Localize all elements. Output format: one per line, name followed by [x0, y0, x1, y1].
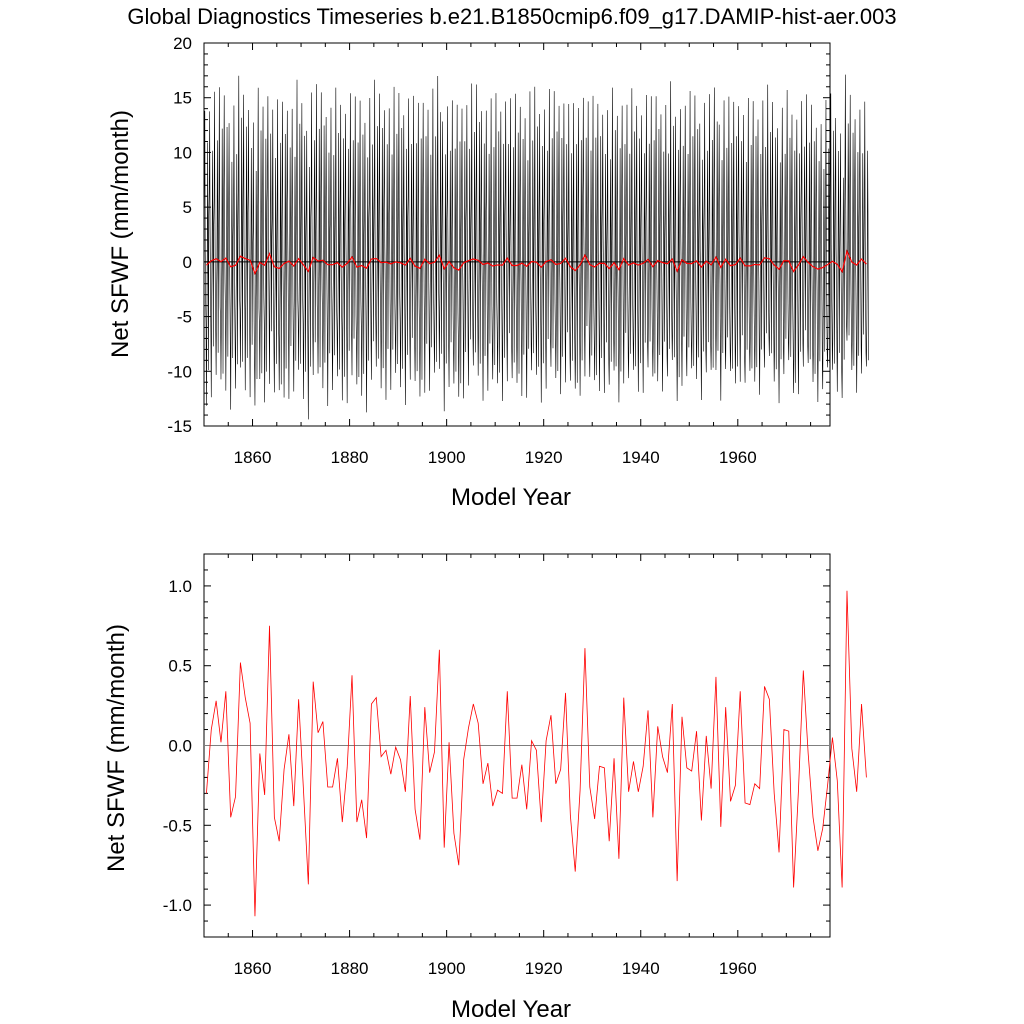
y-tick-label: 5 [183, 198, 192, 217]
bottom-x-tick-labels: 1860 1880 1900 1920 1940 1960 [234, 959, 757, 978]
x-tick-label: 1900 [428, 448, 466, 467]
bottom-annual-series-line [206, 590, 867, 917]
top-annual-series-line [206, 249, 867, 276]
y-tick-label: 0 [183, 253, 192, 272]
x-tick-label: 1960 [719, 448, 757, 467]
x-tick-label: 1920 [525, 959, 563, 978]
y-tick-label: 15 [173, 89, 192, 108]
bottom-y-tick-labels: -1.0 -0.5 0.0 0.5 1.0 [163, 577, 192, 915]
top-y-axis-label: Net SFWF (mm/month) [107, 110, 134, 358]
y-tick-label: -5 [177, 308, 192, 327]
x-tick-label: 1940 [622, 448, 660, 467]
y-tick-label: 1.0 [168, 577, 192, 596]
x-tick-label: 1920 [525, 448, 563, 467]
y-tick-label: 20 [173, 34, 192, 53]
x-tick-label: 1860 [234, 448, 272, 467]
bottom-panel: -1.0 -0.5 0.0 0.5 1.0 1860 1880 1900 1920 1940 19… [103, 553, 867, 1023]
bottom-y-axis-label: Net SFWF (mm/month) [103, 624, 130, 872]
y-tick-label: -15 [167, 417, 192, 436]
y-tick-label: -10 [167, 362, 192, 381]
y-tick-label: 0.0 [168, 737, 192, 756]
x-tick-label: 1880 [331, 959, 369, 978]
top-y-tick-labels: -15 -10 -5 0 5 10 15 20 [167, 34, 192, 436]
y-tick-label: -0.5 [163, 816, 192, 835]
y-tick-label: 0.5 [168, 657, 192, 676]
x-tick-label: 1880 [331, 448, 369, 467]
x-tick-label: 1900 [428, 959, 466, 978]
y-tick-label: 10 [173, 143, 192, 162]
y-tick-label: -1.0 [163, 896, 192, 915]
top-x-axis-label: Model Year [451, 484, 571, 511]
bottom-x-axis-label: Model Year [451, 996, 571, 1023]
x-tick-label: 1860 [234, 959, 272, 978]
bottom-tick-marks [203, 553, 830, 938]
top-x-tick-labels: 1860 1880 1900 1920 1940 1960 [234, 448, 757, 467]
figure-title: Global Diagnostics Timeseries b.e21.B185… [127, 4, 896, 29]
top-panel: -15 -10 -5 0 5 10 15 20 1860 1880 1900 1920 1940 196… [107, 34, 869, 511]
x-tick-label: 1940 [622, 959, 660, 978]
top-monthly-series-line [203, 74, 869, 420]
x-tick-label: 1960 [719, 959, 757, 978]
